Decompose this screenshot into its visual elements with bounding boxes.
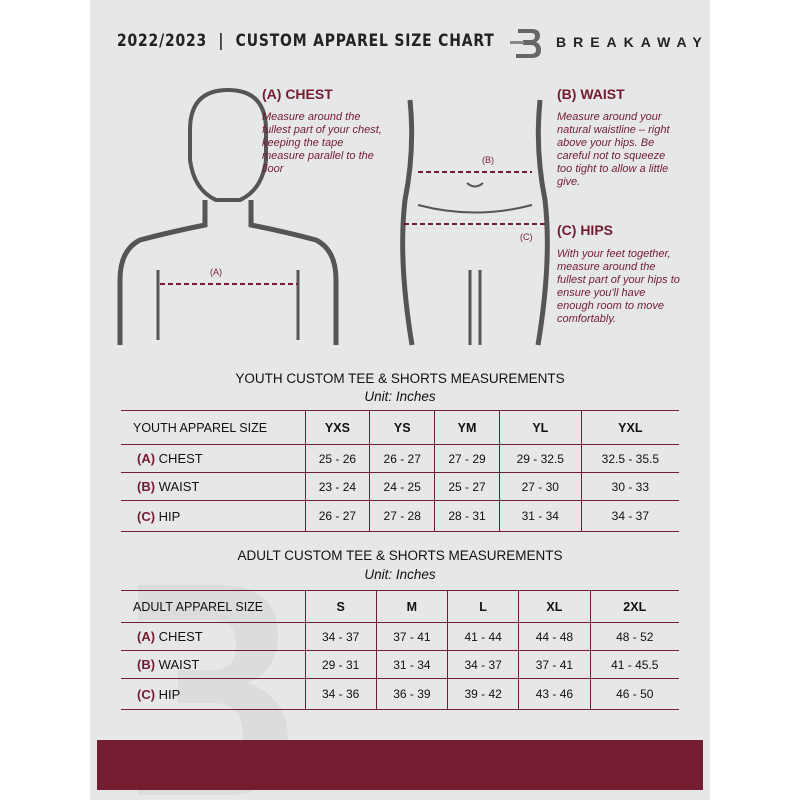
cell: 41 - 45.5 (589, 650, 679, 679)
size-header: YL (498, 410, 582, 445)
row-letter: (A) (137, 451, 156, 466)
size-header: YXL (580, 410, 679, 445)
cell: 39 - 42 (446, 678, 519, 710)
row-letter: (B) (137, 657, 156, 672)
breakaway-logo-icon (510, 29, 541, 58)
brand-name: BREAKAWAY (556, 34, 709, 50)
cell: 48 - 52 (589, 622, 679, 651)
size-header: YM (434, 410, 500, 445)
cell: 34 - 36 (304, 678, 377, 710)
size-label: YOUTH APPAREL SIZE (121, 410, 305, 445)
chest-heading: (A) CHEST (262, 86, 333, 102)
hips-marker: (C) (520, 232, 533, 242)
cell: 27 - 29 (434, 444, 500, 473)
cell: 25 - 27 (434, 472, 500, 501)
row-name: WAIST (158, 657, 200, 672)
size-header: XL (518, 590, 590, 623)
table-row: (B) WAIST 23 - 24 24 - 25 25 - 27 27 - 30 30 … (121, 472, 679, 501)
cell: 23 - 24 (304, 472, 370, 501)
row-name: CHEST (158, 451, 203, 466)
row-letter: (A) (137, 629, 156, 644)
size-label: ADULT APPAREL SIZE (121, 590, 305, 623)
cell: 32.5 - 35.5 (580, 444, 679, 473)
cell: 34 - 37 (304, 622, 377, 651)
size-header: S (304, 590, 377, 623)
row-name: HIP (158, 686, 181, 702)
table-row: (A) CHEST 25 - 26 26 - 27 27 - 29 29 - 32.5 3… (121, 444, 679, 473)
cell: 37 - 41 (375, 622, 448, 651)
page-title: 2022/2023 | CUSTOM APPAREL SIZE CHART (117, 31, 495, 51)
cell: 27 - 30 (498, 472, 582, 501)
row-letter: (C) (137, 508, 156, 524)
row-label: (A) CHEST (121, 444, 305, 473)
table-header-row: ADULT APPAREL SIZE S M L XL 2XL (121, 590, 679, 623)
table-header-row: YOUTH APPAREL SIZE YXS YS YM YL YXL (121, 410, 679, 445)
row-label: (B) WAIST (121, 650, 305, 679)
waist-marker: (B) (482, 155, 494, 165)
waist-heading: (B) WAIST (557, 86, 625, 102)
hips-heading: (C) HIPS (557, 222, 613, 238)
row-name: HIP (158, 508, 181, 524)
row-label: (C) HIP (121, 678, 305, 710)
cell: 34 - 37 (580, 500, 679, 532)
size-header: M (375, 590, 448, 623)
cell: 27 - 28 (369, 500, 435, 532)
cell: 24 - 25 (369, 472, 435, 501)
table-row: (C) HIP 34 - 36 36 - 39 39 - 42 43 - 46 46 - … (121, 678, 679, 710)
chest-instructions: Measure around the fullest part of your … (262, 111, 382, 175)
footer-band (97, 740, 703, 790)
youth-unit: Unit: Inches (364, 389, 436, 404)
cell: 37 - 41 (518, 650, 590, 679)
table-row: (C) HIP 26 - 27 27 - 28 28 - 31 31 - 34 34 - … (121, 500, 679, 532)
cell: 36 - 39 (375, 678, 448, 710)
waist-instructions: Measure around your natural waistline – … (557, 111, 670, 188)
size-header: YXS (304, 410, 370, 445)
cell: 29 - 31 (304, 650, 377, 679)
cell: 31 - 34 (375, 650, 448, 679)
row-label: (C) HIP (121, 500, 305, 532)
row-letter: (B) (137, 479, 156, 494)
cell: 25 - 26 (304, 444, 370, 473)
table-row: (B) WAIST 29 - 31 31 - 34 34 - 37 37 - 41 41 … (121, 650, 679, 679)
cell: 29 - 32.5 (498, 444, 582, 473)
youth-size-table: YOUTH APPAREL SIZE YXS YS YM YL YXL (A) CHES… (121, 410, 679, 532)
adult-size-table: ADULT APPAREL SIZE S M L XL 2XL (A) CHEST 34 … (121, 590, 679, 710)
table-row: (A) CHEST 34 - 37 37 - 41 41 - 44 44 - 48 48 … (121, 622, 679, 651)
chest-marker: (A) (210, 267, 222, 277)
cell: 41 - 44 (446, 622, 519, 651)
cell: 43 - 46 (518, 678, 590, 710)
cell: 46 - 50 (589, 678, 679, 710)
row-name: WAIST (158, 479, 200, 494)
row-letter: (C) (137, 686, 156, 702)
body-illustration (117, 87, 550, 346)
cell: 31 - 34 (498, 500, 582, 532)
youth-table-title: YOUTH CUSTOM TEE & SHORTS MEASUREMENTS (235, 371, 565, 386)
cell: 26 - 27 (304, 500, 370, 532)
adult-unit: Unit: Inches (364, 567, 436, 582)
row-name: CHEST (158, 629, 203, 644)
size-header: YS (369, 410, 435, 445)
cell: 28 - 31 (434, 500, 500, 532)
size-header: 2XL (589, 590, 679, 623)
cell: 26 - 27 (369, 444, 435, 473)
cell: 34 - 37 (446, 650, 519, 679)
hips-instructions: With your feet together, measure around … (557, 248, 680, 325)
size-header: L (446, 590, 519, 623)
row-label: (A) CHEST (121, 622, 305, 651)
cell: 44 - 48 (518, 622, 590, 651)
cell: 30 - 33 (580, 472, 679, 501)
adult-table-title: ADULT CUSTOM TEE & SHORTS MEASUREMENTS (237, 548, 563, 563)
row-label: (B) WAIST (121, 472, 305, 501)
